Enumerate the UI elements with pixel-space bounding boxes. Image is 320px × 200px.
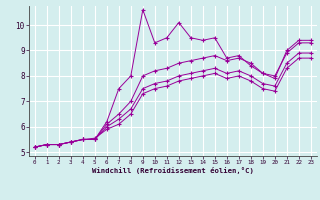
X-axis label: Windchill (Refroidissement éolien,°C): Windchill (Refroidissement éolien,°C) xyxy=(92,167,254,174)
